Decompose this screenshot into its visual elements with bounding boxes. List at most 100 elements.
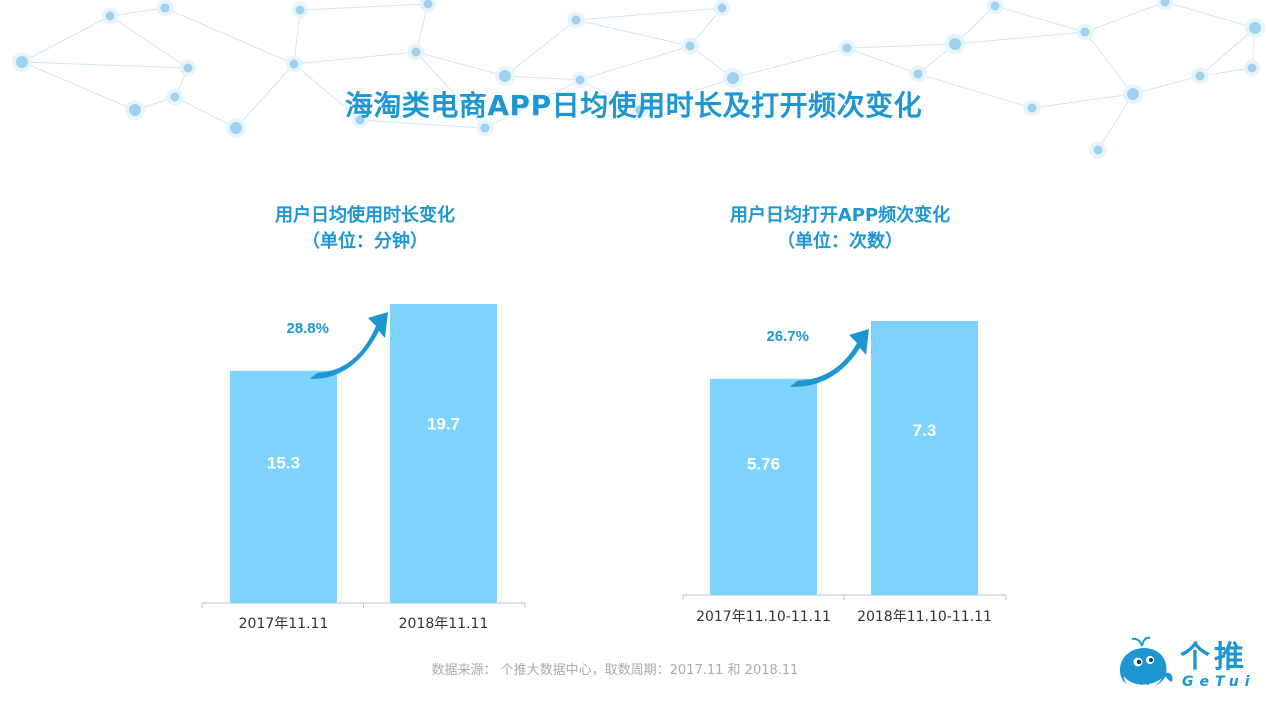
network-link	[954, 31, 1086, 45]
network-node	[1127, 88, 1139, 100]
bar-value-label: 19.7	[427, 415, 460, 434]
network-link	[1164, 1, 1256, 29]
network-link	[21, 15, 111, 63]
network-link	[994, 5, 1086, 33]
network-node	[842, 43, 852, 53]
network-link	[415, 51, 506, 77]
network-node	[289, 59, 299, 69]
network-link	[1084, 1, 1166, 33]
network-node	[16, 56, 28, 68]
bar-value-label: 5.76	[747, 455, 780, 474]
network-link	[1199, 27, 1256, 77]
network-link	[1097, 93, 1134, 151]
network-link	[293, 51, 417, 65]
chart-title-line2: （单位：次数）	[777, 231, 903, 252]
logo-name-cn: 个推	[1180, 640, 1248, 675]
page-title: 海淘类电商APP日均使用时长及打开频次变化	[344, 89, 923, 122]
network-node	[717, 3, 727, 13]
network-link	[21, 61, 136, 111]
network-node	[1249, 22, 1261, 34]
category-label: 2017年11.10-11.11	[696, 609, 831, 625]
network-link	[164, 7, 295, 65]
network-node	[499, 70, 511, 82]
network-link	[639, 77, 734, 111]
network-node	[575, 75, 585, 85]
bar-value-label: 7.3	[913, 421, 937, 440]
network-link	[415, 51, 486, 129]
data-source-note: 数据来源： 个推大数据中心，取数周期：2017.11 和 2018.11	[431, 663, 799, 678]
network-node	[480, 123, 490, 133]
network-link	[359, 119, 486, 129]
network-node	[727, 72, 739, 84]
network-node	[949, 38, 961, 50]
network-node	[170, 92, 180, 102]
network-link	[504, 19, 577, 77]
network-link	[732, 47, 848, 79]
network-link	[579, 79, 641, 111]
category-label: 2018年11.10-11.11	[857, 609, 992, 625]
bar	[390, 304, 497, 603]
network-link	[174, 96, 237, 129]
network-node	[105, 11, 115, 21]
network-node	[1027, 103, 1037, 113]
network-node	[183, 63, 193, 73]
network-link	[917, 73, 1033, 109]
network-link	[293, 63, 361, 121]
chart-1: 15.3 2017年11.11 19.7 2018年11.11 28.8%	[201, 304, 526, 632]
network-node	[571, 15, 581, 25]
network-link	[299, 3, 429, 11]
network-link	[1084, 31, 1134, 95]
network-node	[1195, 71, 1205, 81]
growth-rate-label: 28.8%	[286, 320, 329, 337]
network-link	[109, 15, 189, 69]
network-link	[1132, 75, 1201, 95]
network-link	[21, 61, 189, 69]
category-label: 2018年11.11	[399, 616, 489, 632]
bar	[230, 370, 337, 603]
network-node	[635, 105, 645, 115]
network-link	[1199, 67, 1253, 77]
network-node	[411, 47, 421, 57]
network-node	[1093, 145, 1103, 155]
network-link	[846, 43, 956, 49]
growth-arrow-icon	[789, 329, 869, 387]
network-link	[235, 63, 295, 129]
network-link	[109, 7, 166, 17]
network-node	[1160, 0, 1170, 7]
chart-title-usage-duration: 用户日均使用时长变化 （单位：分钟）	[195, 203, 535, 255]
chart-title-line1: 用户日均打开APP频次变化	[729, 205, 951, 226]
network-node	[423, 0, 433, 9]
bar	[871, 321, 978, 595]
network-link	[484, 79, 581, 129]
network-node	[230, 122, 242, 134]
background-network-decoration	[12, 0, 1265, 159]
network-node	[295, 5, 305, 15]
network-link	[504, 75, 581, 81]
network-node	[355, 115, 365, 125]
getui-logo: 个推 GeTui	[1110, 630, 1260, 700]
chart-title-open-frequency: 用户日均打开APP频次变化 （单位：次数）	[665, 203, 1015, 255]
chart-2: 5.76 2017年11.10-11.11 7.3 2018年11.10-11.11 2…	[682, 321, 1007, 625]
network-node	[160, 3, 170, 13]
network-node	[990, 1, 1000, 11]
network-node	[1080, 27, 1090, 37]
network-link	[293, 9, 301, 65]
bar	[710, 378, 817, 595]
network-node	[913, 69, 923, 79]
network-link	[575, 7, 723, 21]
growth-arrow-icon	[309, 312, 388, 379]
chart-title-line2: （单位：分钟）	[302, 231, 428, 252]
network-node	[1247, 63, 1257, 73]
logo-name-en: GeTui	[1182, 674, 1256, 690]
network-node	[129, 104, 141, 116]
whale-icon	[1120, 636, 1173, 691]
network-link	[1031, 93, 1134, 109]
network-node	[685, 41, 695, 51]
bar-value-label: 15.3	[267, 453, 300, 472]
network-link	[846, 47, 919, 75]
category-label: 2017年11.11	[239, 616, 329, 632]
network-link	[579, 45, 691, 81]
network-link	[575, 19, 691, 47]
growth-rate-label: 26.7%	[766, 328, 809, 345]
